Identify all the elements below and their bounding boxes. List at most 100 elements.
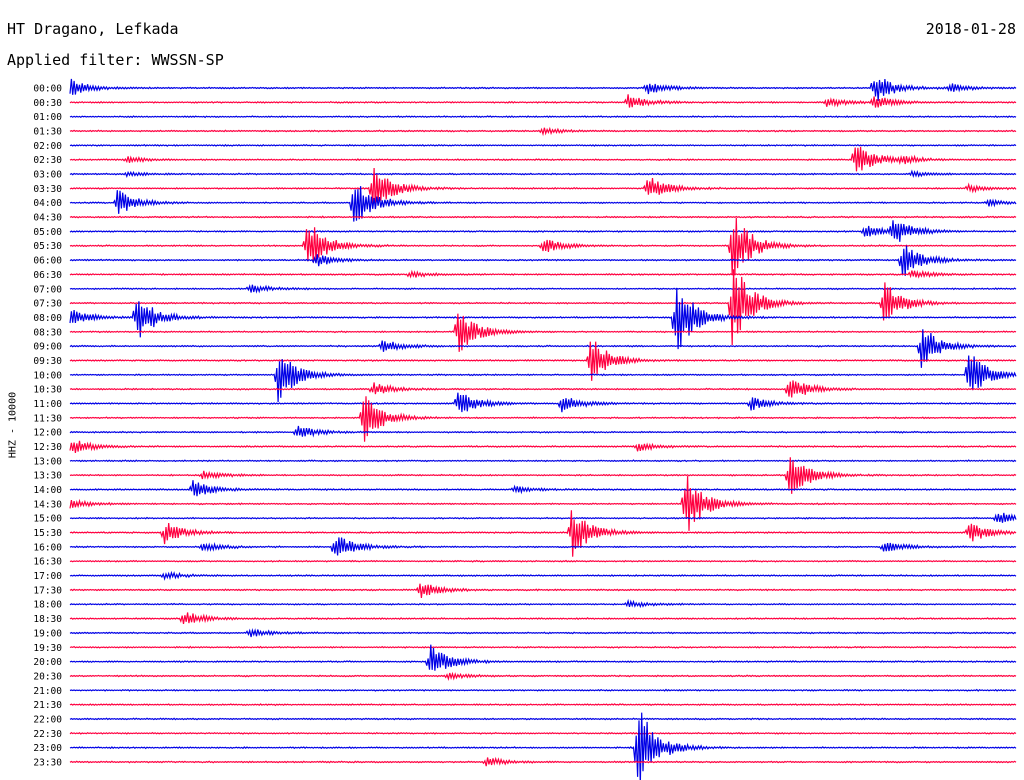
seismic-trace-row [69,459,1017,463]
time-tick-label: 18:00 [33,600,62,611]
time-tick-label: 01:00 [33,112,62,123]
time-tick-label: 21:30 [33,700,62,711]
seismic-trace-row [69,570,1017,581]
seismic-trace-row [69,341,1017,381]
seismic-trace-row [69,380,1017,398]
seismic-trace-row [69,146,1017,172]
seismic-trace-row [69,288,1017,350]
time-tick-label: 16:30 [33,557,62,568]
time-tick-label: 23:00 [33,743,62,754]
seismic-trace-row [69,186,1017,222]
seismic-trace-row [69,220,1017,242]
time-tick-label: 10:00 [33,370,62,381]
seismic-trace-row [69,712,1017,780]
time-tick-label: 16:00 [33,542,62,553]
time-tick-label: 02:00 [33,141,62,152]
seismic-trace-row [69,126,1017,137]
date-label: 2018-01-28 [925,20,1016,38]
seismic-trace-row [69,644,1017,671]
seismic-trace-row [69,628,1017,638]
time-tick-label: 15:30 [33,528,62,539]
seismic-trace-row [69,480,1017,497]
time-tick-label: 01:30 [33,127,62,138]
time-tick-label: 15:00 [33,514,62,525]
time-tick-label: 23:30 [33,757,62,768]
time-tick-label: 14:30 [33,499,62,510]
seismic-trace-row [69,598,1017,609]
time-tick-label: 22:30 [33,729,62,740]
filter-label: Applied filter: WWSSN-SP [7,51,224,69]
seismic-trace-row [69,559,1017,563]
time-tick-label: 20:30 [33,671,62,682]
seismic-trace-row [69,703,1017,707]
station-title: HT Dragano, Lefkada [7,20,179,38]
time-tick-label: 06:30 [33,270,62,281]
time-tick-label: 08:00 [33,313,62,324]
time-tick-label: 11:00 [33,399,62,410]
seismic-trace-row [69,269,1017,346]
time-tick-label: 12:00 [33,428,62,439]
seismic-trace-row [69,143,1017,147]
seismic-trace-row [69,167,1017,209]
seismic-trace-row [69,731,1017,735]
seismic-trace-row [69,440,1017,453]
time-tick-label: 06:00 [33,256,62,267]
time-tick-label: 11:30 [33,413,62,424]
seismic-trace-row [69,457,1017,494]
time-tick-label: 04:00 [33,198,62,209]
seismic-trace-row [69,476,1017,531]
time-tick-label: 20:00 [33,657,62,668]
seismic-trace-row [69,688,1017,692]
time-tick-label: 10:30 [33,385,62,396]
time-tick-label: 14:00 [33,485,62,496]
seismic-trace-row [69,355,1017,403]
time-tick-label: 13:00 [33,456,62,467]
time-tick-label: 17:00 [33,571,62,582]
seismic-trace-row [69,392,1017,413]
seismic-trace-row [69,284,1017,294]
seismic-trace-row [69,245,1017,277]
seismic-trace-row [69,612,1017,624]
time-tick-label: 00:00 [33,84,62,95]
seismic-trace-row [69,115,1017,119]
seismic-trace-row [69,217,1017,276]
seismic-trace-row [69,756,1017,767]
time-tick-label: 05:00 [33,227,62,238]
time-tick-label: 19:30 [33,643,62,654]
time-tick-label: 09:30 [33,356,62,367]
seismic-trace-row [69,215,1017,219]
time-tick-label: 08:30 [33,327,62,338]
seismic-trace-row [69,512,1017,523]
time-tick-label: 18:30 [33,614,62,625]
seismic-trace-row [69,537,1017,556]
time-tick-label: 05:30 [33,241,62,252]
seismic-trace-row [69,645,1017,649]
time-tick-label: 03:30 [33,184,62,195]
time-tick-label: 03:00 [33,170,62,181]
time-tick-label: 07:30 [33,299,62,310]
seismic-trace-row [69,169,1017,179]
time-tick-label: 21:00 [33,686,62,697]
seismic-trace-row [69,313,1017,352]
seismic-trace-row [69,94,1017,108]
seismic-trace-row [69,510,1017,557]
seismic-trace-row [69,583,1017,598]
seismic-trace-row [69,396,1017,442]
time-tick-label: 02:30 [33,155,62,166]
time-tick-label: 17:30 [33,585,62,596]
seismic-trace-row [69,425,1017,438]
time-tick-label: 00:30 [33,98,62,109]
time-tick-label: 09:00 [33,342,62,353]
seismic-trace-row [69,78,1017,102]
time-tick-label: 22:00 [33,714,62,725]
seismic-trace-row [69,329,1017,368]
time-tick-label: 12:30 [33,442,62,453]
seismic-trace-row [69,717,1017,721]
time-tick-label: 07:00 [33,284,62,295]
seismic-trace-row [69,269,1017,279]
time-tick-label: 13:30 [33,471,62,482]
time-tick-label: 19:00 [33,628,62,639]
time-tick-label: 04:30 [33,213,62,224]
seismic-trace-row [69,671,1017,681]
